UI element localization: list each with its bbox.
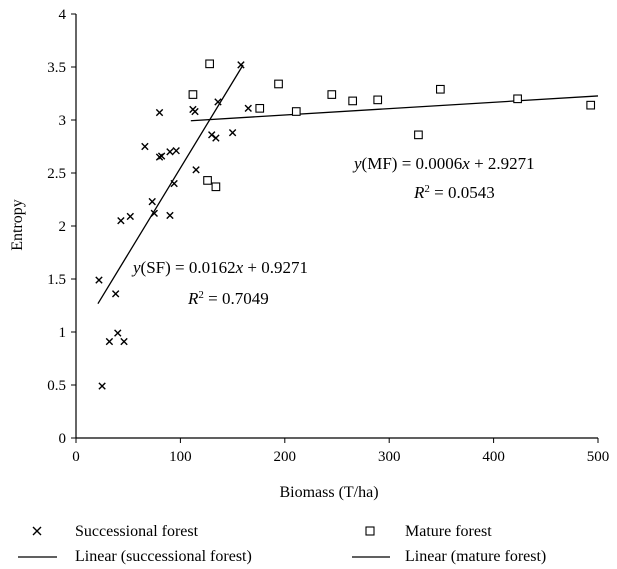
successional-forest-point <box>157 152 166 160</box>
trendline-successional-forest <box>97 64 244 305</box>
successional-forest-point <box>192 166 200 174</box>
y-tick-label: 0.5 <box>47 378 66 394</box>
y-tick-label: 2.5 <box>47 166 66 182</box>
successional-forest-point <box>191 107 199 116</box>
y-tick-label: 3.5 <box>47 60 66 76</box>
successional-forest-point <box>120 337 128 346</box>
y-axis-ticks: 0 0.5 1 1.5 2 2.5 3 3.5 4 <box>47 7 76 447</box>
x-tick-label: 300 <box>378 449 401 465</box>
legend-item-linear-successional-forest: Linear (successional forest) <box>18 548 252 565</box>
sf-equation-label: y(SF) = 0.0162x + 0.9271 <box>131 258 308 277</box>
mf-equation-label: y(MF) = 0.0006x + 2.9271 <box>352 154 535 173</box>
mature-forest-point <box>274 79 283 89</box>
successional-forest-point <box>166 148 174 156</box>
successional-forest-point <box>212 134 220 142</box>
successional-forest-point <box>237 61 245 69</box>
y-axis-title: Entropy <box>9 199 26 251</box>
mf-r2-label: R2 = 0.0543 <box>413 183 495 202</box>
mature-forest-point <box>373 95 383 105</box>
x-tick-label: 500 <box>587 449 610 465</box>
successional-forest-point <box>214 98 222 106</box>
legend-label-linear-successional-forest: Linear (successional forest) <box>75 548 252 565</box>
mature-forest-point <box>327 90 337 99</box>
mature-forest-point <box>436 84 445 94</box>
successional-forest-point <box>172 147 180 155</box>
successional-forest-point <box>228 129 237 137</box>
successional-forest-point <box>95 276 103 284</box>
successional-forest-point <box>244 104 252 113</box>
x-tick-label: 200 <box>274 449 297 465</box>
mature-forest-point <box>188 90 198 99</box>
successional-forest-point <box>150 209 158 217</box>
successional-forest-point <box>148 197 156 206</box>
x-tick-label: 100 <box>169 449 192 465</box>
y-tick-label: 2 <box>59 219 67 235</box>
x-marker-icon <box>32 526 42 536</box>
successional-forest-point <box>111 290 120 298</box>
successional-forest-point <box>141 142 149 151</box>
successional-forest-point <box>98 382 106 390</box>
y-tick-label: 4 <box>59 7 67 23</box>
successional-forest-point <box>155 153 164 161</box>
trendline-mature-forest <box>190 95 599 122</box>
successional-forest-point <box>126 212 134 221</box>
legend-label-linear-mature-forest: Linear (mature forest) <box>405 548 546 565</box>
x-axis-ticks: 0 100 200 300 400 500 <box>72 438 609 465</box>
mature-forest-point <box>291 107 301 116</box>
successional-forest-point <box>117 217 125 225</box>
data-points <box>95 59 596 390</box>
successional-forest-point <box>166 211 174 220</box>
legend-label-successional-forest: Successional forest <box>75 523 199 540</box>
x-tick-label: 0 <box>72 449 80 465</box>
successional-forest-point <box>114 329 122 337</box>
y-tick-label: 0 <box>59 431 67 447</box>
y-tick-label: 3 <box>59 113 67 129</box>
axes <box>75 14 598 439</box>
mature-forest-point <box>586 100 596 110</box>
legend-label-mature-forest: Mature forest <box>405 523 492 540</box>
legend-item-successional-forest: Successional forest <box>32 523 199 540</box>
x-tick-label: 400 <box>482 449 505 465</box>
mature-forest-point <box>255 103 265 113</box>
successional-forest-point <box>170 179 178 188</box>
mature-forest-point <box>348 96 358 106</box>
mature-forest-point <box>205 59 214 69</box>
square-marker-icon <box>365 526 375 536</box>
x-axis-title: Biomass (T/ha) <box>279 484 378 501</box>
trendlines <box>97 64 599 305</box>
legend: Successional forest Mature forest Linear… <box>18 523 546 565</box>
legend-item-mature-forest: Mature forest <box>365 523 492 540</box>
y-tick-label: 1.5 <box>47 272 66 288</box>
mature-forest-point <box>513 94 522 104</box>
mf-equation-annotation: y(MF) = 0.0006x + 2.9271 R2 = 0.0543 <box>352 154 535 202</box>
y-tick-label: 1 <box>59 325 67 341</box>
successional-forest-point <box>155 108 164 117</box>
successional-forest-point <box>208 131 216 139</box>
sf-r2-label: R2 = 0.7049 <box>187 289 269 308</box>
legend-item-linear-mature-forest: Linear (mature forest) <box>352 548 546 565</box>
successional-forest-point <box>105 337 114 346</box>
sf-equation-annotation: y(SF) = 0.0162x + 0.9271 R2 = 0.7049 <box>131 258 308 308</box>
mature-forest-point <box>203 176 212 185</box>
mature-forest-point <box>211 182 221 192</box>
mature-forest-point <box>414 130 423 140</box>
